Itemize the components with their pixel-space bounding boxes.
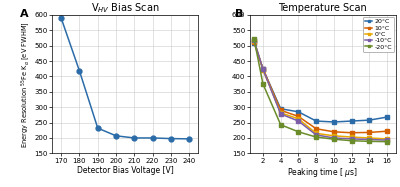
20°C <box>252 42 256 44</box>
-10°C <box>385 139 390 141</box>
-20°C <box>252 38 256 40</box>
Text: A: A <box>20 9 28 19</box>
X-axis label: Detector Bias Voltage [V]: Detector Bias Voltage [V] <box>77 166 174 175</box>
-20°C <box>367 140 372 142</box>
10°C <box>252 41 256 43</box>
-10°C <box>349 138 354 140</box>
0°C <box>349 136 354 138</box>
10°C <box>314 128 318 130</box>
Y-axis label: Energy Resolution $^{55}$Fe K$_{\alpha}$ [eV FWHM]: Energy Resolution $^{55}$Fe K$_{\alpha}$… <box>19 21 32 148</box>
10°C <box>260 68 265 70</box>
20°C <box>385 116 390 118</box>
0°C <box>296 118 301 120</box>
20°C <box>332 121 336 123</box>
Text: B: B <box>235 9 243 19</box>
10°C <box>278 109 283 111</box>
20°C <box>296 111 301 113</box>
-10°C <box>296 120 301 122</box>
10°C <box>332 131 336 133</box>
X-axis label: Peaking time [ $\mu$s]: Peaking time [ $\mu$s] <box>288 166 358 179</box>
20°C <box>314 120 318 122</box>
-10°C <box>252 39 256 41</box>
0°C <box>252 40 256 42</box>
10°C <box>296 115 301 118</box>
Line: -20°C: -20°C <box>252 37 389 144</box>
0°C <box>314 132 318 134</box>
20°C <box>260 68 265 70</box>
10°C <box>349 132 354 134</box>
0°C <box>367 137 372 139</box>
0°C <box>260 69 265 71</box>
Title: Temperature Scan: Temperature Scan <box>278 3 367 13</box>
0°C <box>278 112 283 114</box>
0°C <box>332 135 336 137</box>
-20°C <box>385 141 390 143</box>
-20°C <box>314 136 318 138</box>
-20°C <box>296 131 301 133</box>
-10°C <box>278 113 283 115</box>
Title: V$_{HV}$ Bias Scan: V$_{HV}$ Bias Scan <box>91 1 160 15</box>
20°C <box>367 119 372 121</box>
-20°C <box>349 140 354 142</box>
-10°C <box>314 134 318 136</box>
-10°C <box>260 68 265 70</box>
Line: -10°C: -10°C <box>252 38 389 142</box>
Line: 10°C: 10°C <box>252 40 389 135</box>
0°C <box>385 138 390 140</box>
Line: 0°C: 0°C <box>252 39 389 141</box>
-20°C <box>278 124 283 126</box>
-20°C <box>332 138 336 140</box>
Line: 20°C: 20°C <box>252 41 389 124</box>
-20°C <box>260 83 265 85</box>
10°C <box>367 131 372 134</box>
10°C <box>385 130 390 132</box>
-10°C <box>332 137 336 139</box>
20°C <box>278 108 283 110</box>
20°C <box>349 120 354 122</box>
-10°C <box>367 138 372 141</box>
Legend: 20°C, 10°C, 0°C, -10°C, -20°C: 20°C, 10°C, 0°C, -10°C, -20°C <box>363 17 394 52</box>
